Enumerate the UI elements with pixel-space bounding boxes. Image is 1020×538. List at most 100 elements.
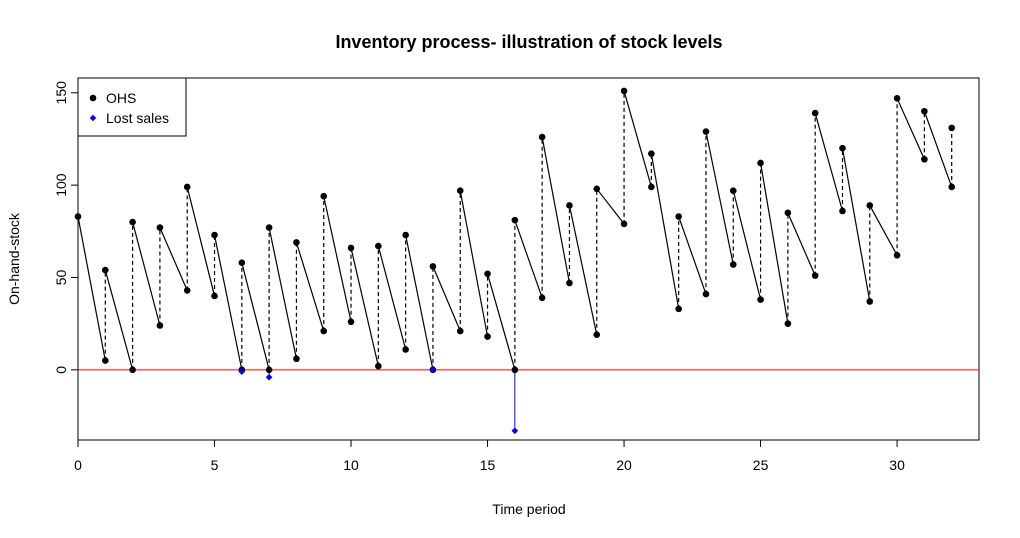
ohs-point [893, 252, 901, 259]
demand-line [541, 136, 571, 284]
ohs-point [265, 366, 273, 374]
ohs-point [784, 320, 792, 327]
demand-line [841, 148, 871, 302]
ohs-point [538, 133, 546, 141]
demand-line [787, 212, 816, 276]
demand-line [104, 269, 134, 370]
ohs-point [102, 266, 109, 274]
legend-lost-sales-label: Lost sales [106, 110, 169, 126]
demand-line [896, 98, 925, 160]
ohs-point [757, 159, 764, 167]
lost-sales-point [429, 366, 437, 374]
ohs-point [921, 155, 928, 163]
ohs-point [538, 294, 546, 302]
ohs-point [866, 202, 874, 209]
x-axis-label: Time period [492, 501, 565, 517]
ohs-point [102, 357, 109, 364]
ohs-point [620, 87, 628, 95]
ohs-point [402, 346, 409, 353]
ohs-point [183, 183, 191, 191]
ohs-point [675, 305, 682, 313]
ohs-point [948, 183, 955, 191]
ohs-point [375, 242, 382, 250]
legend-box [77, 77, 187, 137]
ohs-point [429, 263, 437, 270]
ohs-point [675, 213, 682, 220]
demand-line [377, 245, 407, 350]
ohs-point [129, 366, 136, 374]
demand-line [432, 266, 461, 332]
demand-line [705, 131, 734, 265]
ohs-point [320, 327, 328, 335]
ohs-point [593, 331, 601, 339]
demand-line [159, 227, 188, 291]
ohs-point [511, 216, 519, 224]
ohs-point [757, 296, 764, 303]
demand-line [77, 216, 106, 361]
demand-line [623, 90, 652, 188]
x-tick-label: 10 [343, 457, 359, 473]
demand-line [459, 190, 489, 337]
y-axis-label: On-hand-stock [6, 212, 22, 305]
ohs-point [839, 144, 846, 152]
lost-sales-point [511, 427, 519, 435]
demand-line [814, 112, 844, 212]
demand-line [869, 205, 898, 256]
demand-line [295, 242, 325, 332]
legend-ohs-label: OHS [106, 90, 136, 106]
demand-line [596, 188, 625, 225]
ohs-point [320, 192, 328, 200]
demand-line [923, 111, 953, 188]
ohs-point [484, 333, 491, 340]
ohs-point [784, 209, 792, 217]
ohs-point [593, 185, 601, 193]
demand-line [213, 234, 243, 370]
ohs-point [811, 109, 819, 117]
lost-sales-point [265, 373, 273, 381]
ohs-point [347, 244, 355, 252]
ohs-point [238, 259, 246, 266]
plot-frame [77, 77, 980, 441]
plot-area: 0 5 10 15 20 25 30 0 50 100 150 [53, 77, 980, 473]
ohs-point [729, 261, 737, 268]
demand-line [268, 227, 298, 359]
ohs-point [484, 270, 491, 278]
ohs-point [265, 224, 273, 231]
demand-line [323, 196, 352, 322]
ohs-point [211, 231, 218, 239]
legend: OHS Lost sales [77, 77, 187, 137]
y-tick-label: 50 [53, 269, 69, 285]
ohs-point [456, 327, 464, 335]
demand-line [514, 220, 543, 298]
chart-title: Inventory process- illustration of stock… [335, 32, 722, 52]
legend-lost-sales-marker [89, 114, 97, 122]
ohs-point [729, 187, 737, 194]
ohs-point [702, 128, 710, 135]
demand-line [186, 186, 216, 297]
ohs-point [839, 207, 846, 215]
ohs-point [375, 362, 382, 370]
x-tick-label: 5 [211, 457, 219, 473]
ohs-point [74, 213, 82, 220]
ohs-point [211, 292, 218, 300]
demand-line [241, 262, 270, 370]
x-tick-label: 20 [616, 457, 632, 473]
ohs-point [866, 298, 874, 305]
ohs-point [129, 218, 136, 226]
ohs-point [566, 202, 573, 209]
x-tick-label: 15 [480, 457, 496, 473]
y-tick-label: 150 [53, 81, 69, 105]
x-tick-label: 30 [889, 457, 905, 473]
ohs-point [948, 124, 955, 132]
ohs-point [511, 366, 519, 374]
ohs-point [811, 272, 819, 279]
demand-line [486, 273, 516, 370]
ohs-point [402, 231, 409, 239]
ohs-point [620, 220, 628, 228]
demand-line [568, 205, 598, 335]
ohs-point [293, 355, 300, 363]
ohs-point [183, 287, 191, 294]
demand-line [678, 216, 707, 295]
demand-line [350, 247, 379, 367]
